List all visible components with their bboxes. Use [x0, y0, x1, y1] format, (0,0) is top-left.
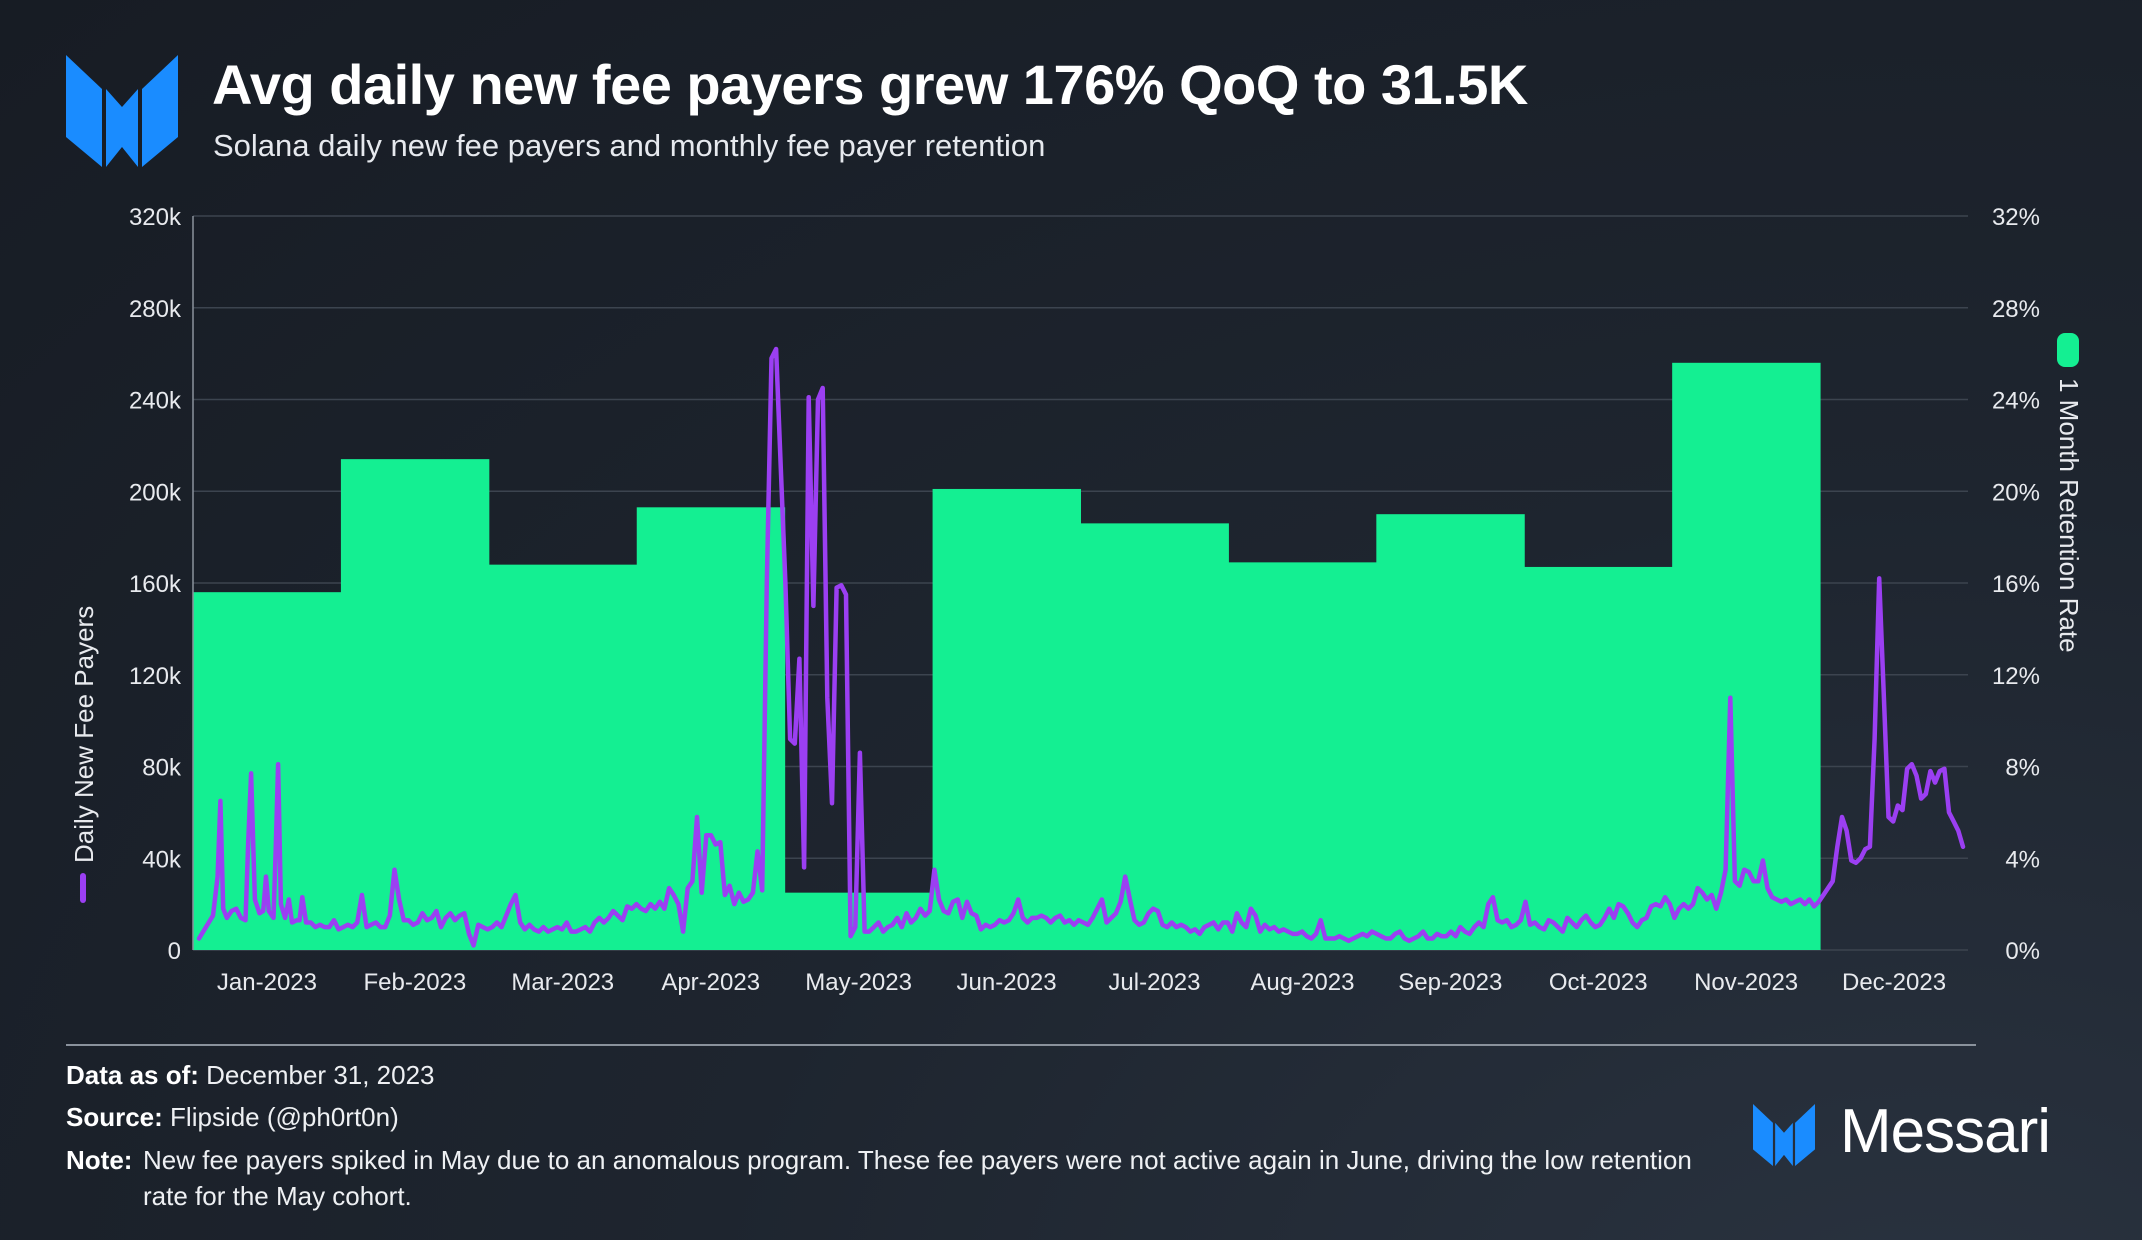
x-tick-label: Oct-2023 [1549, 969, 1648, 996]
daily-new-fee-payers-line [196, 346, 1966, 948]
retention-bar-jun-2023 [932, 488, 1081, 950]
y-right-tick-label: 16% [1992, 571, 2040, 598]
y-left-axis-title-text: Daily New Fee Payers [69, 606, 99, 863]
data-as-of: Data as of: December 31, 2023 [66, 1060, 435, 1091]
retention-bar-oct-2023 [1524, 566, 1673, 950]
y-right-tick-label: 32% [1992, 204, 2040, 231]
note-block: Note: New fee payers spiked in May due t… [66, 1142, 1706, 1214]
y-left-axis-title: Daily New Fee Payers [69, 606, 99, 903]
y-left-tick-label: 160k [129, 571, 182, 598]
y-right-tick-label: 12% [1992, 663, 2040, 690]
data-as-of-label: Data as of: [66, 1060, 199, 1090]
axes: 0 40k 80k 120k 160k 200k 240k 280k 320k 0% 4% 8% 12%… [69, 204, 2084, 996]
y-left-tick-label: 80k [142, 755, 182, 782]
y-right-tick-label: 24% [1992, 388, 2040, 415]
x-tick-label: Jul-2023 [1108, 969, 1200, 996]
x-tick-label: Jun-2023 [957, 969, 1057, 996]
x-tick-label: Apr-2023 [661, 969, 760, 996]
retention-bar-nov-2023 [1672, 362, 1821, 950]
x-tick-label: Aug-2023 [1250, 969, 1354, 996]
chart-title: Avg daily new fee payers grew 176% QoQ t… [212, 53, 1528, 116]
y-left-tick-label: 200k [129, 479, 182, 506]
source-label: Source: [66, 1102, 163, 1132]
retention-bar-jul-2023 [1080, 523, 1229, 950]
messari-wordmark: Messari [1840, 1097, 2051, 1166]
line-legend-swatch [80, 873, 86, 903]
x-tick-label: Dec-2023 [1842, 969, 1946, 996]
fee-payers-line [196, 346, 1966, 948]
y-right-tick-label: 4% [2005, 846, 2040, 873]
source-line: Source: Flipside (@ph0rt0n) [66, 1102, 399, 1133]
retention-bar-sep-2023 [1376, 514, 1525, 950]
chart-subtitle: Solana daily new fee payers and monthly … [213, 128, 1046, 163]
y-left-tick-label: 40k [142, 846, 182, 873]
note-label: Note: [66, 1145, 133, 1175]
footer-divider [66, 1044, 1976, 1046]
y-left-tick-label: 280k [129, 296, 182, 323]
y-right-tick-label: 0% [2005, 938, 2040, 965]
x-tick-label: Sep-2023 [1398, 969, 1502, 996]
x-tick-label: May-2023 [805, 969, 912, 996]
y-right-tick-label: 20% [1992, 479, 2040, 506]
y-right-tick-label: 8% [2005, 755, 2040, 782]
x-tick-label: Nov-2023 [1694, 969, 1798, 996]
x-tick-label: Jan-2023 [217, 969, 317, 996]
messari-logo-icon [66, 55, 178, 167]
note-text: New fee payers spiked in May due to an a… [143, 1145, 1692, 1211]
y-left-tick-label: 120k [129, 663, 182, 690]
chart-canvas: 0 40k 80k 120k 160k 200k 240k 280k 320k 0% 4% 8% 12%… [69, 204, 2084, 996]
retention-bars [193, 362, 1821, 950]
y-left-tick-label: 0 [168, 938, 181, 965]
y-right-axis-title-text: 1 Month Retention Rate [2054, 378, 2084, 653]
y-right-axis-title: 1 Month Retention Rate [2054, 333, 2084, 653]
x-tick-label: Mar-2023 [511, 969, 614, 996]
retention-bar-feb-2023 [340, 459, 490, 950]
y-left-tick-label: 320k [129, 204, 182, 231]
y-right-tick-label: 28% [1992, 296, 2040, 323]
data-as-of-value: December 31, 2023 [206, 1060, 435, 1090]
retention-bar-aug-2023 [1228, 562, 1377, 950]
y-left-tick-label: 240k [129, 388, 182, 415]
source-value: Flipside (@ph0rt0n) [170, 1102, 399, 1132]
bar-legend-swatch [2057, 333, 2079, 367]
x-tick-label: Feb-2023 [364, 969, 467, 996]
retention-bar-mar-2023 [488, 564, 638, 950]
messari-mark-icon [1753, 1104, 1815, 1166]
